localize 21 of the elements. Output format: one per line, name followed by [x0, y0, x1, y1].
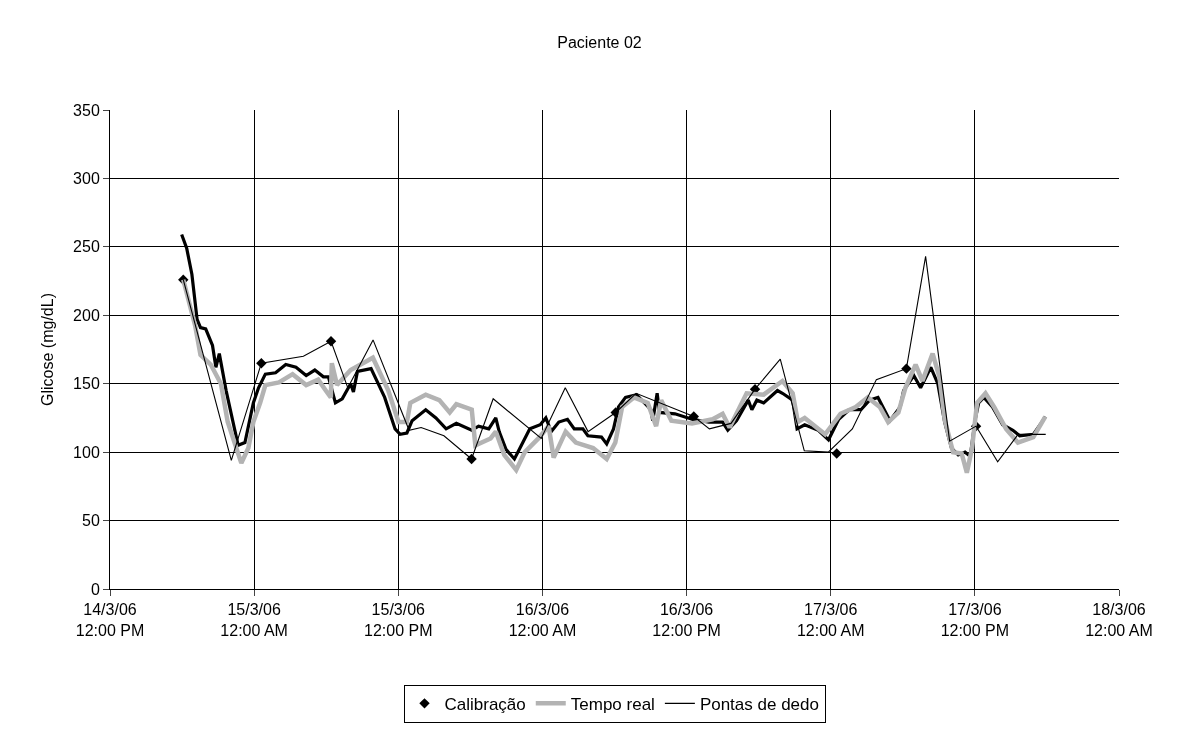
y-tick-label: 200 [73, 306, 100, 324]
y-tick-label: 350 [73, 101, 100, 119]
y-tick-label: 250 [73, 238, 100, 256]
y-axis-title: Glicose (mg/dL) [39, 293, 56, 406]
x-tick-label: 17/3/06 12:00 PM [940, 601, 1010, 639]
y-tick-label: 50 [82, 512, 100, 530]
y-tick-label: 150 [73, 375, 100, 393]
legend-label: Pontas de dedo [699, 694, 819, 714]
y-tick-label: 300 [73, 170, 100, 188]
x-tick-label: 15/3/06 12:00 PM [364, 601, 433, 639]
x-tick-label: 16/3/06 12:00 PM [652, 601, 721, 639]
x-tick-label: 14/3/06 12:00 PM [75, 601, 145, 639]
legend-label: Calibração [444, 694, 526, 714]
y-tick-label: 100 [73, 443, 100, 461]
legend-label: Tempo real [570, 694, 655, 714]
x-tick-label: 16/3/06 12:00 AM [508, 601, 577, 639]
y-tick-label: 0 [90, 580, 100, 598]
x-tick-label: 18/3/06 12:00 AM [1085, 601, 1153, 639]
chart-title: Paciente 02 [557, 33, 642, 51]
x-tick-label: 17/3/06 12:00 AM [796, 601, 865, 639]
x-tick-label: 15/3/06 12:00 AM [220, 601, 288, 639]
